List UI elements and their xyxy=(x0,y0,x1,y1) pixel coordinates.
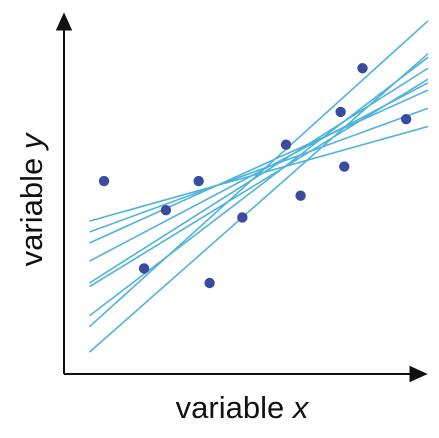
fit-line-5 xyxy=(89,67,429,284)
fit-line-6 xyxy=(89,82,429,262)
y-axis-label: variable y xyxy=(14,131,49,266)
data-point-1 xyxy=(98,175,110,187)
x-axis-label-prefix: variable xyxy=(176,390,293,425)
fit-line-8 xyxy=(89,107,429,233)
y-axis-label-var: y xyxy=(14,131,49,151)
fit-line-9 xyxy=(89,125,429,222)
data-point-5 xyxy=(204,277,215,289)
data-point-10 xyxy=(339,161,350,172)
data-point-4 xyxy=(193,175,204,187)
fit-line-4 xyxy=(89,78,429,288)
fit-line-1 xyxy=(88,53,429,353)
data-points xyxy=(98,63,412,289)
fit-lines xyxy=(88,20,429,353)
fit-line-7 xyxy=(89,89,429,244)
data-point-9 xyxy=(335,106,346,118)
y-axis-label-prefix: variable xyxy=(14,149,49,266)
x-axis-label-var: x xyxy=(291,390,310,425)
data-point-7 xyxy=(280,139,292,150)
data-point-2 xyxy=(138,263,150,274)
data-point-12 xyxy=(400,114,412,125)
data-point-6 xyxy=(237,212,248,223)
data-point-8 xyxy=(295,190,306,201)
data-point-3 xyxy=(160,205,172,216)
data-point-11 xyxy=(357,63,368,74)
x-axis-label: variable x xyxy=(176,390,310,425)
fit-line-3 xyxy=(88,56,429,317)
